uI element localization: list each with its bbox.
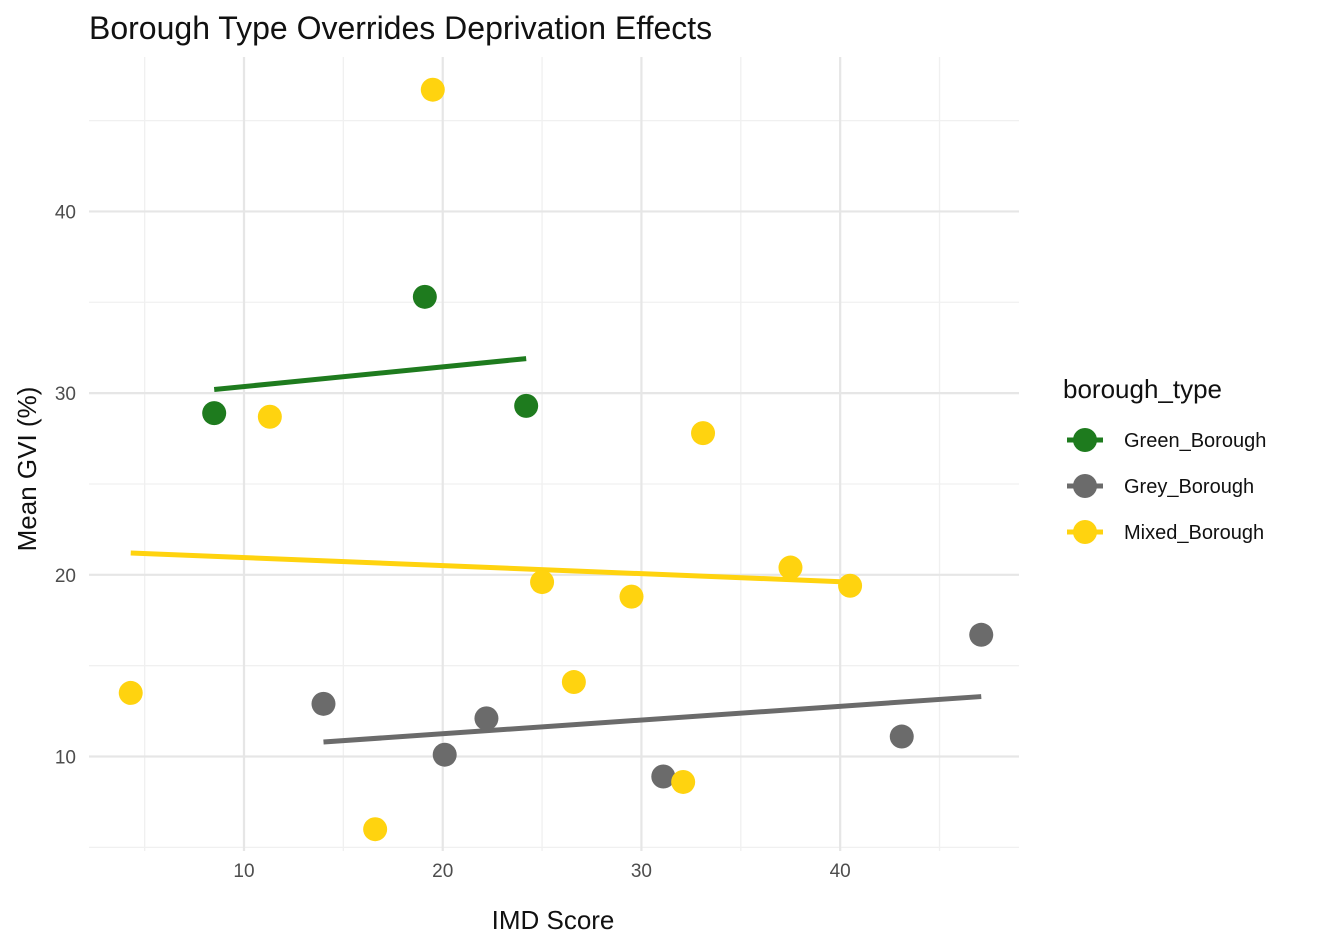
- y-tick-label: 10: [55, 748, 76, 769]
- point-grey-borough: [969, 622, 994, 647]
- point-green-borough: [514, 393, 539, 418]
- legend-key-dot: [1073, 428, 1097, 452]
- point-mixed-borough: [530, 570, 555, 595]
- point-mixed-borough: [838, 573, 863, 598]
- point-grey-borough: [651, 764, 676, 789]
- legend-key-dot: [1073, 474, 1097, 498]
- chart-title: Borough Type Overrides Deprivation Effec…: [89, 10, 712, 46]
- point-grey-borough: [432, 742, 457, 767]
- x-tick-label: 30: [631, 861, 652, 882]
- y-tick-label: 30: [55, 384, 76, 405]
- point-mixed-borough: [118, 680, 143, 705]
- trend-line-mixed-borough: [130, 550, 851, 585]
- legend: borough_type Green_Borough Grey_Borough Mi…: [1063, 374, 1266, 544]
- grid: [89, 57, 1019, 851]
- point-green-borough: [412, 284, 437, 309]
- point-mixed-borough: [778, 555, 803, 580]
- point-mixed-borough: [619, 584, 644, 609]
- x-tick-label: 40: [830, 861, 851, 882]
- legend-item-grey-borough: Grey_Borough: [1067, 474, 1254, 498]
- x-axis-ticks: 10 20 30 40: [233, 861, 850, 882]
- trend-lines: [130, 356, 982, 745]
- point-grey-borough: [889, 724, 914, 749]
- y-tick-label: 20: [55, 566, 76, 587]
- x-axis-title: IMD Score: [492, 905, 615, 935]
- data-points: [118, 77, 994, 842]
- point-grey-borough: [474, 706, 499, 731]
- legend-label: Grey_Borough: [1124, 476, 1254, 498]
- legend-label: Green_Borough: [1124, 430, 1266, 452]
- point-green-borough: [202, 401, 227, 426]
- y-axis-title: Mean GVI (%): [12, 387, 42, 552]
- point-mixed-borough: [363, 817, 388, 842]
- legend-key-dot: [1073, 520, 1097, 544]
- y-axis-ticks: 10 20 30 40: [55, 202, 76, 768]
- point-mixed-borough: [691, 421, 716, 446]
- x-tick-label: 20: [432, 861, 453, 882]
- x-tick-label: 10: [233, 861, 254, 882]
- legend-item-mixed-borough: Mixed_Borough: [1067, 520, 1264, 544]
- legend-items: Green_Borough Grey_Borough Mixed_Borough: [1067, 428, 1266, 544]
- trend-line-green-borough: [213, 356, 527, 392]
- point-mixed-borough: [561, 670, 586, 695]
- point-mixed-borough: [257, 404, 282, 429]
- point-mixed-borough: [671, 769, 696, 794]
- legend-label: Mixed_Borough: [1124, 522, 1264, 544]
- point-mixed-borough: [420, 77, 445, 102]
- trend-line-grey-borough: [323, 694, 982, 745]
- legend-title: borough_type: [1063, 374, 1222, 404]
- y-tick-label: 40: [55, 202, 76, 223]
- point-grey-borough: [311, 691, 336, 716]
- legend-item-green-borough: Green_Borough: [1067, 428, 1266, 452]
